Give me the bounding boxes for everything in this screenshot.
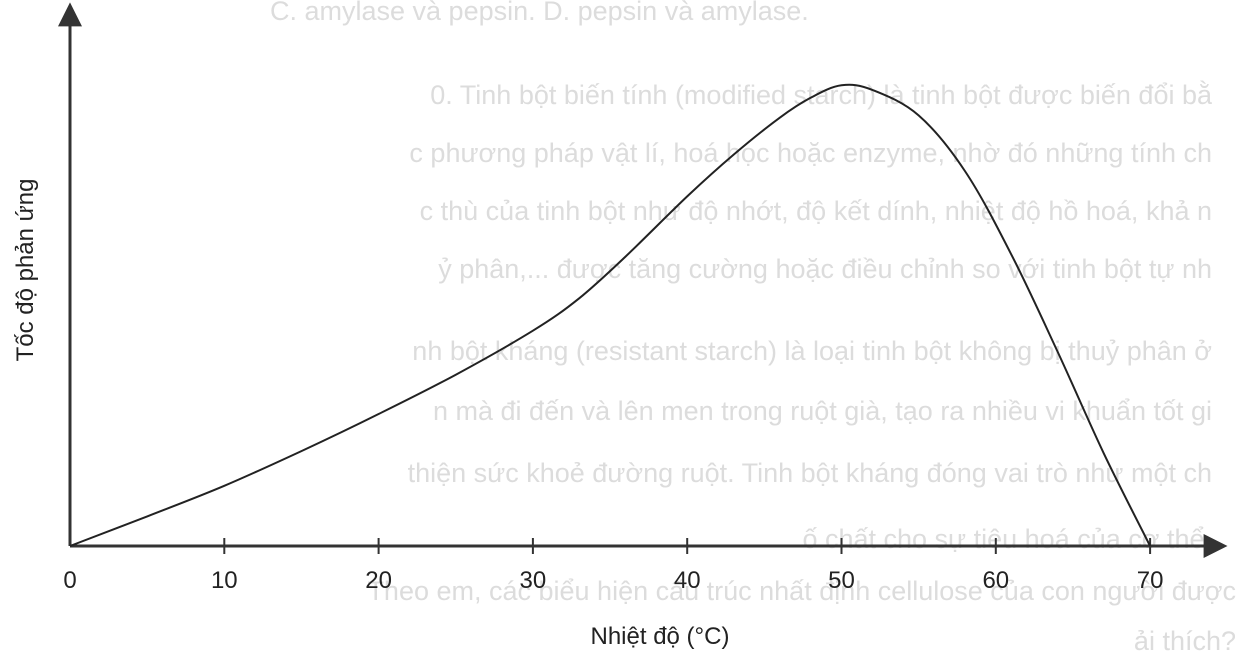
x-axis-label: Nhiệt độ (°C) — [591, 623, 730, 650]
background-text-line: C. amylase và pepsin. D. pepsin và amyla… — [270, 0, 809, 26]
background-text-line: Theo em, các biểu hiện cấu trúc nhất địn… — [367, 576, 1236, 606]
background-text: C. amylase và pepsin. D. pepsin và amyla… — [270, 0, 1236, 656]
background-text-line: thiện sức khoẻ đường ruột. Tinh bột khán… — [408, 458, 1212, 488]
background-text-line: ỷ phân,... được tăng cường hoặc điều chỉ… — [438, 254, 1212, 284]
y-axis-label: Tốc độ phản ứng — [12, 179, 39, 362]
background-text-line: ố chất cho sự tiêu hoá của cơ thể. — [802, 524, 1212, 554]
background-text-line: c phương pháp vật lí, hoá học hoặc enzym… — [409, 138, 1212, 168]
background-text-line: n mà đi đến và lên men trong ruột già, t… — [433, 396, 1212, 426]
x-tick-label: 50 — [828, 567, 855, 594]
x-tick-label: 10 — [211, 567, 238, 594]
background-text-line: ải thích? — [1134, 626, 1236, 656]
x-tick-label: 40 — [674, 567, 701, 594]
x-tick-label: 30 — [520, 567, 547, 594]
reaction-rate-curve — [69, 83, 1151, 547]
x-tick-label: 20 — [365, 567, 392, 594]
x-tick-label: 0 — [63, 567, 76, 594]
background-text-line: c thù của tinh bột như độ nhớt, độ kết d… — [420, 196, 1212, 226]
background-text-line: 0. Tinh bột biến tính (modified starch) … — [430, 79, 1213, 110]
x-tick-label: 60 — [982, 567, 1009, 594]
x-tick-label: 70 — [1137, 567, 1164, 594]
x-ticks — [223, 538, 1152, 554]
x-tick-labels: 0 10 20 30 40 50 60 70 — [63, 567, 1163, 594]
background-text-line: nh bột kháng (resistant starch) là loại … — [412, 336, 1212, 366]
